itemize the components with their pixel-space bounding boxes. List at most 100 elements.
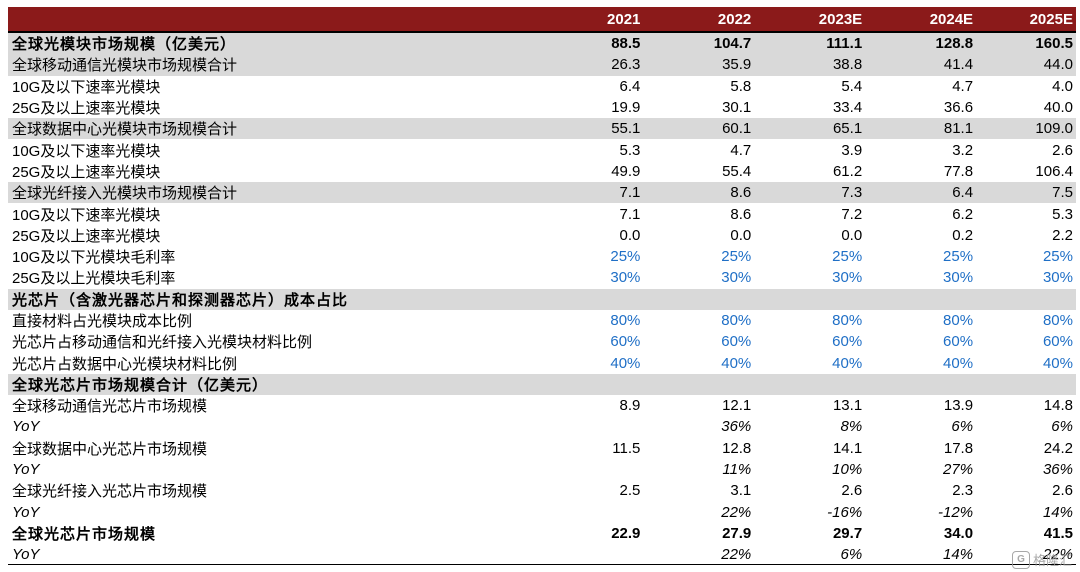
row-label: YoY: [12, 546, 40, 564]
row-label: YoY: [12, 503, 40, 521]
row-value-2025e: 60%: [1042, 333, 1073, 351]
table-row: 25G及以上光模块毛利率 30% 30% 30% 30% 30%: [8, 267, 1076, 288]
row-value-2024e: 60%: [943, 333, 974, 351]
row-label: 全球数据中心光芯片市场规模: [12, 440, 208, 458]
table-row: 全球数据中心光模块市场规模合计 55.1 60.1 65.1 81.1 109.0: [8, 118, 1076, 140]
table-row: 10G及以下速率光模块 5.3 4.7 3.9 3.2 2.6: [8, 139, 1076, 160]
row-value-2021: 88.5: [611, 35, 641, 53]
header-year-2025e: 2025E: [1029, 10, 1073, 28]
row-value-2022: 36%: [721, 418, 752, 436]
row-value-2023e: -16%: [827, 503, 863, 521]
table-row: 直接材料占光模块成本比例 80% 80% 80% 80% 80%: [8, 310, 1076, 331]
row-label: 光芯片占数据中心光模块材料比例: [12, 355, 238, 373]
table-row: 光芯片占移动通信和光纤接入光模块材料比例 60% 60% 60% 60% 60%: [8, 331, 1076, 352]
table-body: 全球光模块市场规模（亿美元） 88.5 104.7 111.1 128.8 160.5 全球…: [8, 33, 1076, 565]
row-value-2022: 30.1: [722, 99, 752, 117]
table-row: 光芯片（含激光器芯片和探测器芯片）成本占比: [8, 288, 1076, 310]
table-row: 10G及以下光模块毛利率 25% 25% 25% 25% 25%: [8, 246, 1076, 267]
row-value-2021: 19.9: [611, 99, 641, 117]
row-value-2023e: 61.2: [832, 162, 863, 180]
row-value-2023e: 38.8: [832, 56, 863, 74]
row-label: 直接材料占光模块成本比例: [12, 313, 193, 330]
row-value-2021: 80%: [610, 312, 641, 329]
row-value-2025e: 7.5: [1052, 184, 1073, 202]
row-value-2025e: 40%: [1042, 354, 1073, 372]
row-value-2021: 7.1: [619, 205, 641, 223]
table-row: 全球光纤接入光模块市场规模合计 7.1 8.6 7.3 6.4 7.5: [8, 182, 1076, 204]
row-value-2022: 0.0: [730, 226, 752, 244]
table-row: YoY 22% 6% 14% 22%: [8, 544, 1076, 565]
row-value-2022: 8.6: [730, 184, 752, 202]
table-row: 全球光芯片市场规模合计（亿美元）: [8, 373, 1076, 396]
row-value-2024e: 27%: [943, 461, 974, 479]
row-value-2024e: 77.8: [943, 162, 974, 180]
row-value-2022: 27.9: [722, 524, 752, 542]
row-value-2023e: 14.1: [832, 439, 863, 457]
header-year-2022: 2022: [717, 10, 752, 28]
row-value-2024e: 34.0: [943, 524, 974, 542]
row-label: 25G及以上速率光模块: [12, 227, 161, 245]
row-label: 全球光纤接入光模块市场规模合计: [12, 185, 238, 203]
table-row: 全球数据中心光芯片市场规模 11.5 12.8 14.1 17.8 24.2: [8, 438, 1076, 459]
row-value-2024e: 14%: [943, 546, 974, 564]
table-row: YoY 36% 8% 6% 6%: [8, 416, 1076, 437]
row-value-2023e: 5.4: [841, 77, 863, 95]
row-value-2021: 49.9: [611, 162, 641, 180]
row-value-2025e: 4.0: [1052, 77, 1073, 95]
row-label: 全球光芯片市场规模: [12, 525, 157, 543]
row-value-2022: 12.8: [722, 439, 752, 457]
row-label: 全球光芯片市场规模合计（亿美元）: [12, 376, 269, 394]
row-value-2025e: 2.2: [1052, 226, 1073, 244]
row-value-2021: 60%: [610, 333, 641, 351]
row-value-2021: 6.4: [619, 77, 641, 95]
row-value-2022: 60%: [721, 333, 752, 351]
table-row: YoY 11% 10% 27% 36%: [8, 459, 1076, 480]
row-value-2024e: 81.1: [943, 120, 974, 138]
row-label: 全球光模块市场规模（亿美元）: [12, 36, 237, 54]
row-value-2025e: 30%: [1042, 269, 1073, 287]
row-value-2025e: 40.0: [1043, 99, 1073, 117]
header-year-2021: 2021: [607, 10, 641, 28]
row-value-2024e: 41.4: [943, 56, 974, 74]
row-value-2022: 4.7: [730, 141, 752, 159]
row-value-2025e: 2.6: [1052, 482, 1073, 500]
row-value-2024e: 4.7: [952, 77, 974, 95]
row-value-2021: 25%: [610, 248, 641, 266]
row-value-2024e: 17.8: [943, 439, 974, 457]
row-value-2025e: 22%: [1042, 546, 1073, 564]
row-label: 全球移动通信光芯片市场规模: [12, 398, 208, 416]
row-value-2025e: 160.5: [1035, 35, 1073, 53]
row-value-2023e: 10%: [832, 461, 863, 479]
row-value-2024e: 6%: [951, 418, 974, 436]
table-header-row: 2021 2022 2023E 2024E 2025E: [8, 7, 1076, 33]
row-value-2024e: 25%: [943, 248, 974, 266]
table-row: 全球光模块市场规模（亿美元） 88.5 104.7 111.1 128.8 160.5: [8, 33, 1076, 55]
row-value-2021: 7.1: [619, 184, 641, 202]
row-value-2021: 22.9: [611, 524, 641, 542]
row-value-2023e: 60%: [832, 333, 863, 351]
table-row: 光芯片占数据中心光模块材料比例 40% 40% 40% 40% 40%: [8, 352, 1076, 373]
row-value-2023e: 6%: [840, 546, 863, 564]
row-value-2023e: 7.2: [841, 205, 863, 223]
table-row: 25G及以上速率光模块 19.9 30.1 33.4 36.6 40.0: [8, 97, 1076, 118]
row-value-2022: 55.4: [722, 162, 752, 180]
row-value-2025e: 109.0: [1035, 120, 1073, 138]
row-value-2022: 80%: [721, 312, 752, 329]
row-value-2023e: 29.7: [832, 524, 863, 542]
row-value-2023e: 30%: [832, 269, 863, 287]
row-value-2025e: 6%: [1051, 418, 1073, 436]
row-value-2023e: 3.9: [841, 141, 863, 159]
row-value-2022: 104.7: [713, 35, 752, 53]
row-value-2022: 3.1: [730, 482, 752, 500]
row-value-2023e: 2.6: [841, 482, 863, 500]
table-row: 10G及以下速率光模块 6.4 5.8 5.4 4.7 4.0: [8, 76, 1076, 97]
row-value-2021: 8.9: [619, 397, 641, 415]
row-value-2022: 40%: [721, 354, 752, 372]
row-value-2024e: 128.8: [935, 35, 974, 53]
row-label: 10G及以下速率光模块: [12, 206, 161, 224]
row-value-2024e: 2.3: [952, 482, 974, 500]
row-value-2022: 60.1: [722, 120, 752, 138]
table-row: 全球移动通信光模块市场规模合计 26.3 35.9 38.8 41.4 44.0: [8, 54, 1076, 76]
row-label: 25G及以上速率光模块: [12, 100, 161, 118]
row-label: 光芯片（含激光器芯片和探测器芯片）成本占比: [12, 291, 349, 309]
